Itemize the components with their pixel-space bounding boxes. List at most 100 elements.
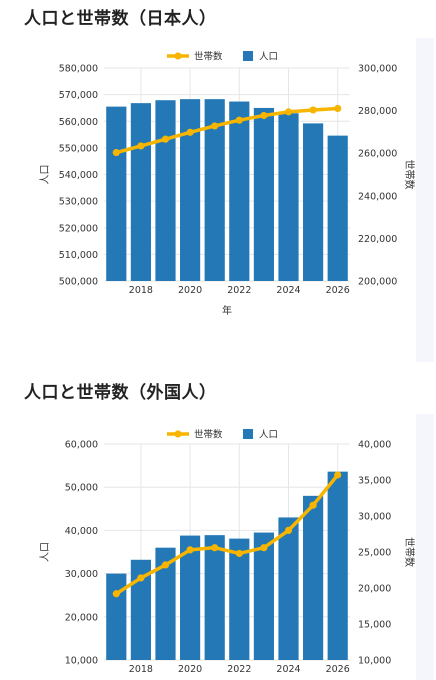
- y-tick-label: 580,000: [59, 64, 98, 75]
- y-tick-label: 510,000: [59, 250, 98, 261]
- legend-line-marker: [174, 430, 182, 438]
- y-tick-label: 20,000: [65, 612, 98, 623]
- line-point: [284, 108, 293, 116]
- legend-bar-swatch: [243, 429, 253, 439]
- chart-title-japanese: 人口と世帯数（日本人）: [24, 9, 217, 29]
- y2-tick-label: 20,000: [358, 584, 391, 595]
- y-tick-label: 60,000: [65, 440, 98, 451]
- y-axis-label: 人口: [39, 542, 51, 562]
- line-point: [112, 148, 120, 157]
- x-axis-label: 年: [222, 304, 232, 317]
- bar: [180, 535, 201, 660]
- y2-tick-label: 35,000: [358, 476, 391, 487]
- y-tick-label: 520,000: [59, 223, 98, 234]
- x-tick-label: 2026: [326, 664, 350, 675]
- bar: [106, 573, 127, 660]
- line-point: [334, 104, 342, 113]
- bar: [327, 135, 348, 281]
- line-point: [186, 128, 194, 136]
- bar: [130, 559, 151, 660]
- x-tick-label: 2018: [129, 285, 153, 296]
- legend-bar-swatch: [243, 51, 253, 61]
- bar: [180, 99, 201, 281]
- bar: [303, 495, 324, 660]
- legend-label: 人口: [259, 430, 278, 441]
- x-tick-label: 2026: [326, 285, 350, 296]
- chart-foreign: 10,000 20,000 30,000 40,000 50,000 60,000 10,0…: [20, 414, 416, 680]
- y2-tick-label: 200,000: [358, 277, 397, 288]
- line-point: [235, 116, 243, 124]
- bar: [229, 538, 250, 660]
- line-point: [235, 549, 243, 558]
- y-tick-label: 10,000: [65, 656, 98, 667]
- y2-tick-label: 300,000: [358, 64, 397, 75]
- bar: [130, 103, 151, 282]
- line-point: [260, 544, 268, 552]
- line-point: [112, 590, 120, 598]
- line-point: [260, 111, 268, 120]
- y2-tick-label: 30,000: [358, 512, 391, 523]
- y2-axis-label: 世帯数: [403, 537, 416, 567]
- line-point: [309, 501, 317, 509]
- bar: [229, 101, 250, 281]
- bar: [253, 107, 274, 281]
- chart-title-foreign: 人口と世帯数（外国人）: [24, 383, 217, 403]
- legend-label: 人口: [259, 52, 278, 63]
- chart-card-japanese: 500,000 510,000 520,000 530,000 540,000 550,0…: [20, 38, 434, 362]
- y-tick-label: 50,000: [65, 483, 98, 494]
- line-series: [115, 106, 338, 155]
- bar: [155, 100, 176, 281]
- bar: [155, 547, 176, 660]
- y-axis-label: 人口: [39, 165, 51, 185]
- chart-japanese: 500,000 510,000 520,000 530,000 540,000 550,0…: [20, 38, 416, 362]
- bar: [106, 106, 127, 281]
- bar: [278, 517, 299, 660]
- line-point: [211, 122, 219, 130]
- y-tick-label: 30,000: [65, 569, 98, 580]
- bar: [303, 123, 324, 281]
- x-tick-label: 2018: [129, 664, 153, 675]
- legend: 世帯数 人口: [167, 429, 278, 441]
- line-point: [211, 544, 219, 552]
- x-tick-label: 2022: [227, 285, 251, 296]
- legend-line-marker: [174, 52, 182, 60]
- line-point: [334, 471, 342, 479]
- y-tick-label: 40,000: [65, 526, 98, 537]
- legend: 世帯数 人口: [167, 51, 278, 63]
- bar: [204, 99, 225, 281]
- legend-label: 世帯数: [194, 51, 223, 63]
- y-tick-label: 560,000: [59, 117, 98, 128]
- bar-series: [106, 471, 348, 660]
- legend-label: 世帯数: [194, 429, 223, 441]
- y-tick-label: 570,000: [59, 90, 98, 101]
- y-tick-label: 500,000: [59, 277, 98, 288]
- y-tick-label: 530,000: [59, 197, 98, 208]
- y-tick-label: 550,000: [59, 143, 98, 154]
- chart-card-foreign: 10,000 20,000 30,000 40,000 50,000 60,000 10,0…: [20, 414, 434, 680]
- line-point: [161, 561, 170, 569]
- bar: [253, 532, 274, 660]
- x-tick-label: 2024: [276, 664, 300, 675]
- line-point: [137, 574, 145, 582]
- line-series: [115, 473, 340, 596]
- y2-tick-label: 220,000: [358, 234, 397, 245]
- line-point: [284, 526, 293, 534]
- x-tick-label: 2022: [227, 664, 251, 675]
- y2-tick-label: 15,000: [358, 620, 391, 631]
- y2-tick-label: 10,000: [358, 656, 391, 667]
- x-tick-label: 2020: [178, 285, 202, 296]
- y-tick-label: 540,000: [59, 170, 98, 181]
- line-point: [186, 546, 194, 554]
- y2-tick-label: 260,000: [358, 149, 397, 160]
- bar-series: [106, 99, 348, 282]
- y2-tick-label: 240,000: [358, 191, 397, 202]
- y2-axis-label: 世帯数: [403, 160, 416, 190]
- bar: [204, 535, 225, 660]
- y2-tick-label: 280,000: [358, 106, 397, 117]
- y2-tick-label: 25,000: [358, 548, 391, 559]
- line-point: [309, 106, 317, 114]
- line-point: [161, 135, 170, 143]
- bar: [278, 113, 299, 281]
- x-tick-label: 2020: [178, 664, 202, 675]
- line-point: [137, 142, 145, 150]
